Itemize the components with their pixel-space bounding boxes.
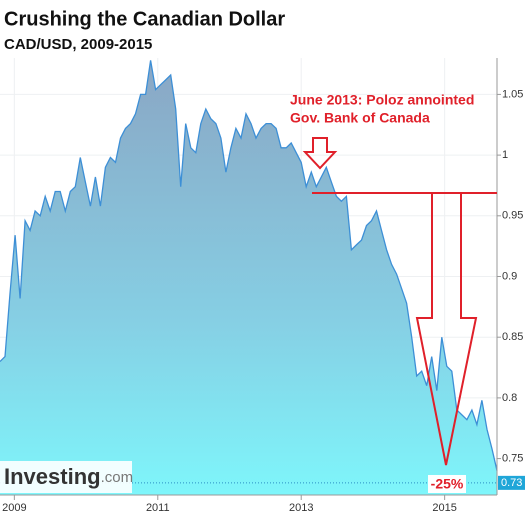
plot-layer	[0, 60, 498, 496]
annotation-box	[428, 475, 466, 493]
axes-layer: 0.75 0.8 0.85 0.9 0.95 1 1.05 2009 2011 2013 2015 0…	[0, 58, 525, 514]
y-tick-label: 0.75	[502, 452, 523, 464]
annotation: Gov. Bank of Canada	[290, 110, 430, 126]
area-line	[0, 60, 498, 471]
chart-title: Crushing the Canadian Dollar	[4, 8, 285, 30]
chart-subtitle: CAD/USD, 2009-2015	[4, 36, 152, 53]
x-tick-label: 2009	[2, 502, 26, 514]
area-fill	[0, 60, 497, 496]
annotation: June 2013: Poloz annointed	[290, 92, 474, 108]
annotation-arrow	[302, 137, 338, 170]
x-tick-label: 2013	[289, 502, 313, 514]
logo: Investing.com	[4, 464, 133, 489]
annotation: -25%	[431, 476, 464, 492]
logo-domain: .com	[101, 469, 134, 486]
last-price-box	[498, 475, 525, 490]
y-tick-label: 1.05	[502, 88, 523, 100]
y-tick-label: 0.9	[502, 270, 517, 282]
y-tick-label: 1	[502, 149, 508, 161]
logo-main: Investing	[4, 464, 101, 489]
x-tick-label: 2011	[146, 502, 170, 514]
x-tick-label: 2015	[432, 502, 456, 514]
y-tick-label: 0.8	[502, 392, 517, 404]
drop-arrow	[415, 193, 478, 466]
y-tick-label: 0.85	[502, 331, 523, 343]
y-tick-label: 0.95	[502, 210, 523, 222]
logo-box	[0, 461, 132, 493]
last-price-label: 0.73	[501, 477, 522, 489]
